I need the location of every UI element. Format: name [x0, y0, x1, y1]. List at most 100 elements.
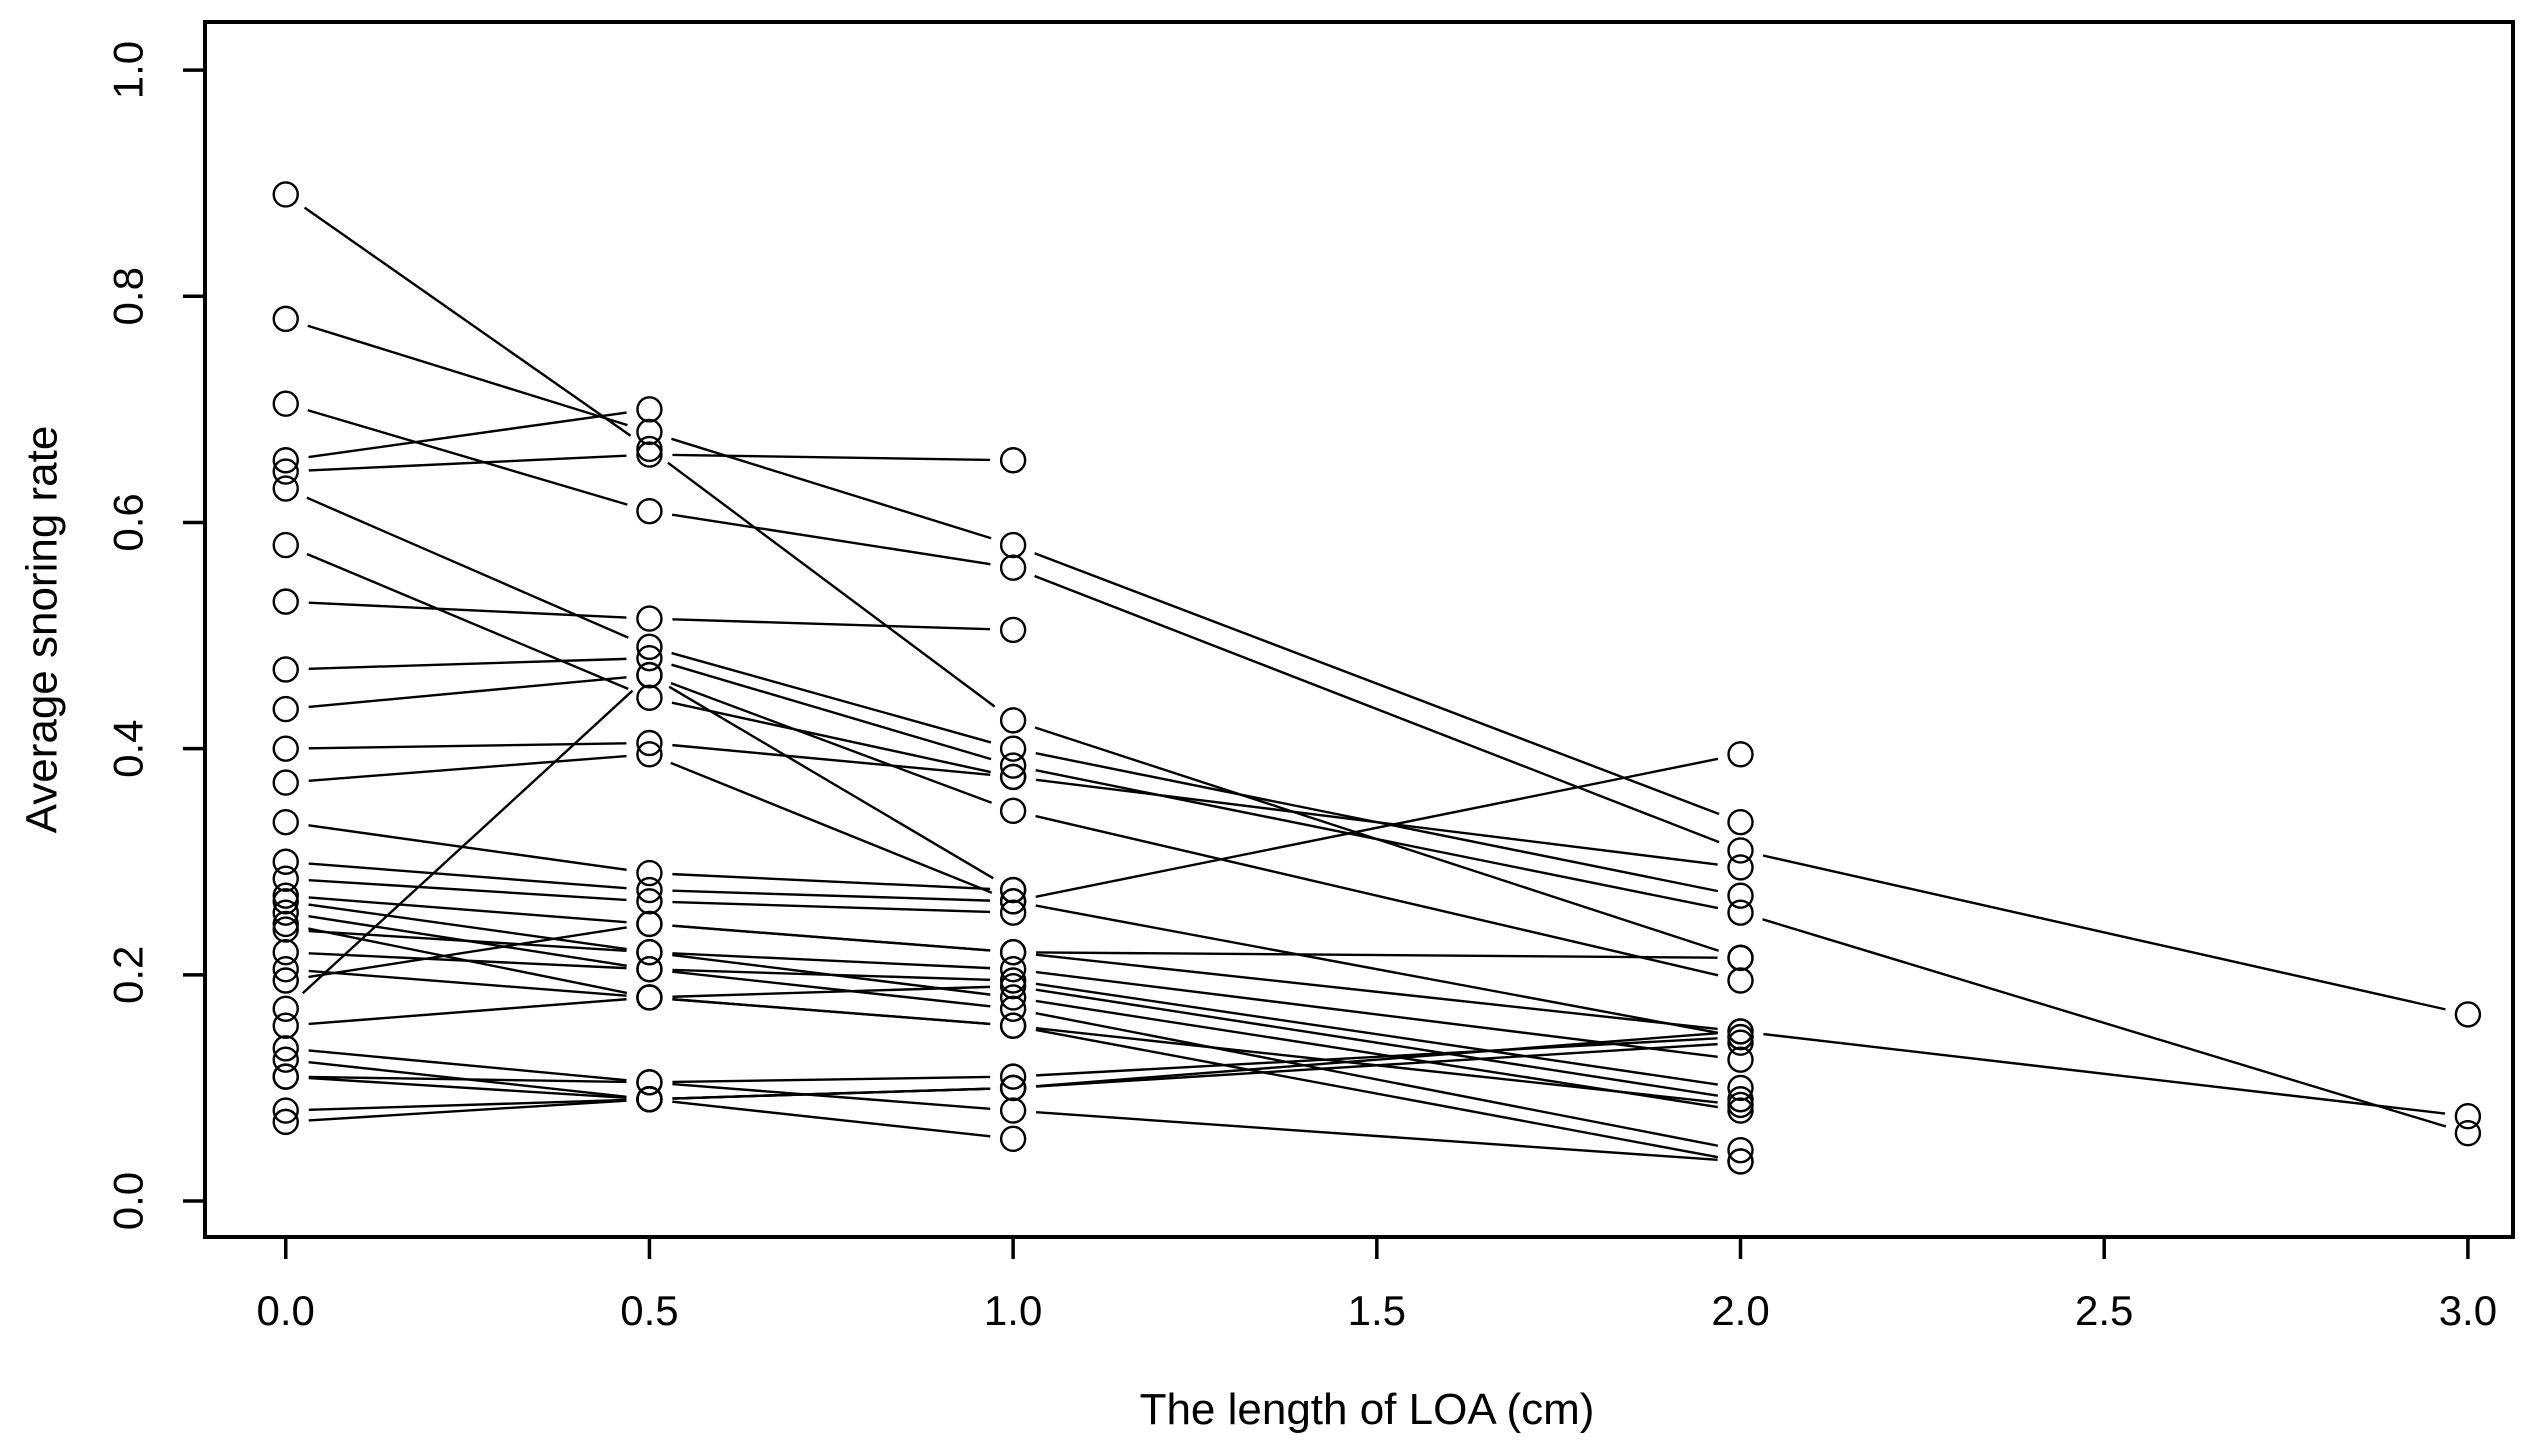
data-point-marker [636, 741, 663, 768]
data-point-marker [1727, 1086, 1754, 1113]
y-tick-label: 0.6 [105, 493, 152, 551]
data-point-marker [2454, 1103, 2482, 1130]
trajectory-segment [672, 924, 991, 952]
data-point-marker [272, 769, 299, 796]
x-tick-label: 3.0 [2439, 1287, 2497, 1334]
trajectory-segment [306, 552, 629, 690]
trajectory-segment [308, 824, 627, 872]
data-point-marker [636, 441, 663, 468]
trajectory-subject-30 [272, 1029, 1754, 1136]
trajectory-segment [671, 701, 991, 774]
data-point-marker [636, 661, 663, 689]
data-point-marker [999, 967, 1027, 994]
trajectory-segment [672, 453, 991, 462]
data-point-marker [636, 729, 663, 757]
data-point-marker [636, 955, 663, 983]
trajectory-subject-03 [272, 390, 2482, 1028]
data-point-marker [272, 656, 299, 683]
trajectory-segment [308, 742, 627, 750]
data-point-marker [1727, 1136, 1754, 1164]
trajectory-segment [1035, 953, 1718, 1031]
trajectory-segment [668, 685, 994, 880]
trajectory-segment [672, 618, 991, 631]
data-point-marker [272, 695, 299, 723]
data-point-marker [999, 972, 1027, 1000]
data-point-marker [636, 939, 663, 966]
trajectory-segment [1035, 768, 1719, 910]
axis-labels: The length of LOA (cm) Average snoring ra… [18, 426, 1595, 1434]
trajectory-segment [308, 601, 627, 619]
trajectory-segment [1035, 757, 1719, 898]
trajectory-segment [301, 689, 634, 995]
data-point-marker [999, 899, 1027, 926]
trajectory-segment [308, 1099, 627, 1122]
y-axis: 0.0 0.2 0.4 0.6 0.8 1.0 [105, 41, 205, 1230]
data-point-marker [1727, 854, 1754, 881]
trajectory-subject-06 [272, 475, 1754, 909]
data-point-marker [636, 497, 663, 525]
data-point-marker [2454, 1001, 2482, 1028]
data-point-marker [999, 888, 1027, 915]
trajectory-segment [308, 952, 627, 970]
trajectory-subject-08 [272, 588, 1027, 644]
data-point-marker [272, 181, 299, 208]
x-tick-label: 0.5 [620, 1287, 678, 1334]
data-point-marker [999, 1063, 1027, 1090]
data-point-marker [999, 797, 1027, 825]
data-point-marker [1727, 837, 1754, 864]
data-point-marker [1727, 1097, 1754, 1124]
trajectory-segment [308, 926, 627, 979]
trajectory-subject-21 [272, 939, 1754, 1164]
data-point-marker [1727, 899, 1754, 926]
trajectory-segment [672, 743, 991, 776]
trajectory-subject-29 [272, 1018, 1754, 1124]
data-point-marker [272, 735, 299, 762]
data-point-marker [1727, 1029, 1754, 1056]
trajectory-segment [1036, 1042, 1718, 1088]
trajectory-segment [671, 437, 992, 540]
trajectory-segment [308, 878, 627, 902]
trajectory-segment [308, 454, 627, 472]
x-tick-label: 0.0 [257, 1287, 315, 1334]
trajectory-segment [303, 206, 632, 437]
data-point-marker [636, 876, 663, 904]
trajectory-segment [1035, 904, 1719, 1035]
data-point-marker [272, 475, 299, 502]
plot-frame [203, 20, 2515, 1239]
trajectory-segment [1762, 918, 2447, 1128]
data-point-marker [272, 916, 299, 943]
trajectory-segment [1035, 988, 1718, 1097]
x-tick-label: 2.0 [1711, 1287, 1769, 1334]
trajectory-subject-14 [272, 741, 1754, 915]
trajectory-subject-27 [272, 661, 1027, 1022]
trajectory-segment [672, 1100, 991, 1138]
trajectory-segment [308, 896, 627, 924]
data-point-marker [636, 605, 663, 632]
data-point-marker [1727, 1018, 1754, 1045]
trajectory-subject-05 [272, 441, 1027, 485]
trajectory-segment [672, 1082, 991, 1110]
x-axis: 0.0 0.5 1.0 1.5 2.0 2.5 3.0 [257, 1237, 2497, 1334]
trajectory-subject-16 [272, 882, 2482, 1130]
data-point-marker [999, 763, 1027, 791]
data-point-marker [1727, 808, 1754, 836]
plot-box [203, 20, 2515, 1239]
data-point-marker [999, 995, 1027, 1022]
trajectory-segment [308, 929, 627, 952]
y-tick-label: 0.0 [105, 1172, 152, 1230]
data-point-marker [999, 1097, 1027, 1124]
trajectory-segment [307, 409, 628, 506]
trajectory-segment [1036, 951, 1718, 959]
data-point-marker [999, 1074, 1027, 1102]
data-point-marker [272, 967, 299, 994]
data-point-marker [1727, 1023, 1754, 1051]
data-point-marker [636, 396, 663, 423]
data-point-marker [1727, 944, 1754, 972]
trajectory-subject-07 [272, 531, 1754, 881]
data-point-marker [272, 899, 299, 926]
data-point-marker [1727, 1091, 1754, 1119]
trajectory-segment [672, 953, 991, 996]
x-tick-label: 1.0 [984, 1287, 1042, 1334]
